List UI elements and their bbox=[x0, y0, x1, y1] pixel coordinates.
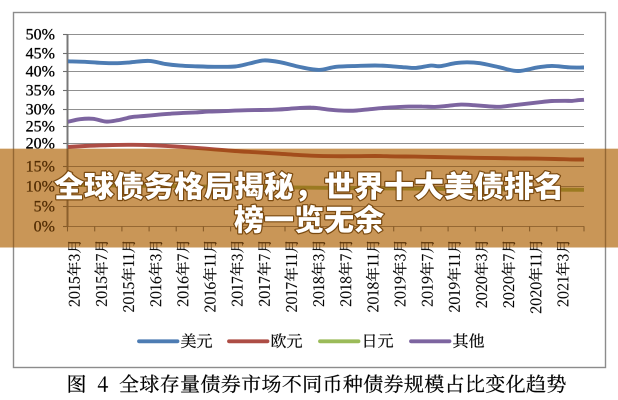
svg-text:45%: 45% bbox=[26, 46, 55, 63]
svg-text:35%: 35% bbox=[26, 83, 55, 100]
svg-text:40%: 40% bbox=[26, 64, 55, 81]
svg-text:25%: 25% bbox=[26, 119, 55, 136]
svg-text:20%: 20% bbox=[26, 136, 55, 153]
svg-text:30%: 30% bbox=[26, 102, 55, 119]
svg-text:50%: 50% bbox=[26, 27, 55, 44]
